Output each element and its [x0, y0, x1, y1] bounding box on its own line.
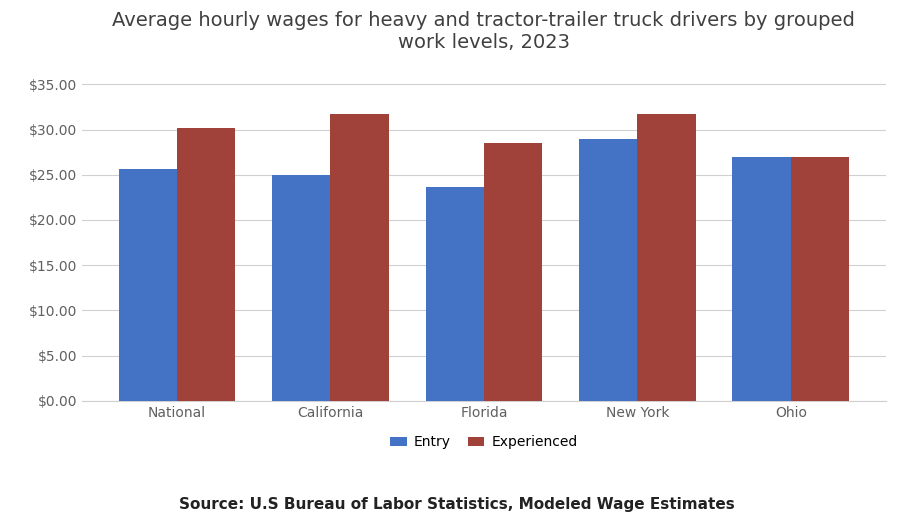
Title: Average hourly wages for heavy and tractor-trailer truck drivers by grouped
work: Average hourly wages for heavy and tract… — [112, 11, 855, 52]
Bar — [331, 114, 389, 401]
Bar — [119, 169, 177, 401]
Bar — [272, 175, 331, 401]
Bar — [484, 143, 542, 401]
Text: Source: U.S Bureau of Labor Statistics, Modeled Wage Estimates: Source: U.S Bureau of Labor Statistics, … — [179, 497, 734, 512]
Bar — [425, 188, 484, 401]
Legend: Entry, Experienced: Entry, Experienced — [384, 430, 583, 455]
Bar — [637, 114, 696, 401]
Bar — [732, 157, 791, 401]
Bar — [579, 139, 637, 401]
Bar — [177, 128, 236, 401]
Bar — [791, 157, 849, 401]
